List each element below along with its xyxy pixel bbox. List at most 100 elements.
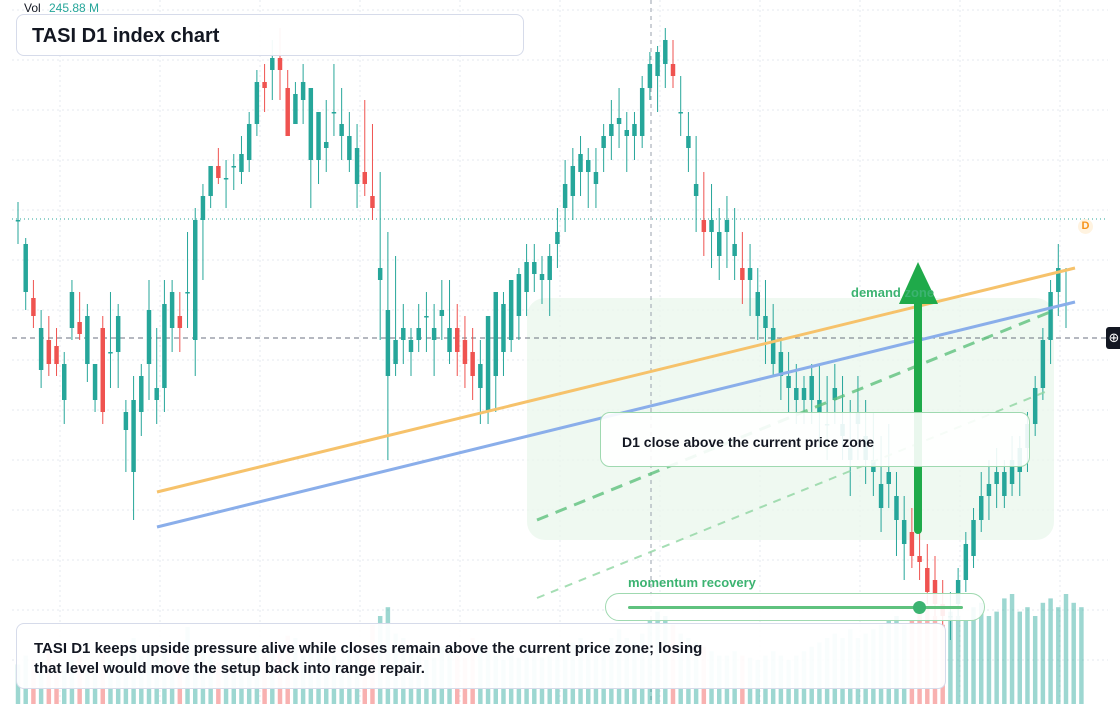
candle-body bbox=[223, 178, 229, 180]
session-marker[interactable]: D bbox=[1078, 219, 1093, 234]
price-zone-callout: D1 close above the current price zone bbox=[600, 412, 1030, 467]
candle-body bbox=[115, 316, 121, 352]
volume-bar bbox=[1009, 594, 1015, 704]
candle-body bbox=[1056, 268, 1061, 292]
candle-body bbox=[740, 268, 745, 280]
candle-body bbox=[285, 88, 290, 136]
candle-body bbox=[239, 154, 244, 172]
candle-body bbox=[316, 112, 321, 160]
candle-body bbox=[416, 328, 421, 340]
candle-body bbox=[501, 304, 506, 352]
candle-body bbox=[809, 376, 814, 400]
title-panel: TASI D1 index chart bbox=[16, 14, 524, 56]
volume-value: 245.88 M bbox=[49, 1, 100, 15]
candle-body bbox=[539, 274, 545, 280]
candlesticks bbox=[15, 28, 1069, 640]
candle-body bbox=[886, 472, 891, 484]
candle-body bbox=[277, 58, 283, 70]
candle-body bbox=[208, 166, 213, 196]
volume-bar bbox=[1002, 598, 1007, 704]
candle-body bbox=[23, 244, 28, 292]
candle-body bbox=[270, 58, 275, 70]
volume-bar bbox=[948, 611, 953, 704]
candle-body bbox=[686, 136, 691, 148]
upside-arrow-head bbox=[899, 262, 938, 304]
candle-body bbox=[747, 268, 753, 280]
volume-bar bbox=[1040, 602, 1046, 704]
candle-body bbox=[293, 94, 298, 124]
candle-body bbox=[31, 298, 36, 316]
momentum-gauge bbox=[605, 593, 985, 621]
volume-bar bbox=[1048, 598, 1053, 704]
candle-body bbox=[663, 40, 668, 64]
candle-body bbox=[532, 262, 537, 274]
candle-body bbox=[786, 376, 791, 388]
candle-body bbox=[424, 316, 429, 318]
volume-bar bbox=[955, 616, 961, 704]
momentum-knob[interactable] bbox=[913, 601, 927, 614]
candle-body bbox=[678, 112, 683, 114]
callout-text: D1 close above the current price zone bbox=[622, 434, 875, 450]
volume-label: Vol bbox=[24, 1, 41, 15]
candle-body bbox=[362, 172, 367, 184]
candle-body bbox=[655, 52, 660, 76]
volume-bar bbox=[963, 620, 969, 704]
candle-body bbox=[609, 124, 614, 136]
candle-body bbox=[62, 364, 67, 400]
candle-body bbox=[755, 292, 760, 316]
candle-body bbox=[547, 256, 552, 280]
candle-body bbox=[894, 496, 899, 520]
candle-body bbox=[254, 82, 260, 124]
candle-body bbox=[393, 340, 398, 364]
candle-body bbox=[38, 328, 44, 370]
candle-body bbox=[647, 64, 653, 88]
volume-bar bbox=[1071, 602, 1076, 704]
candle-body bbox=[1032, 388, 1038, 424]
volume-bar bbox=[994, 611, 999, 704]
volume-bar bbox=[986, 616, 992, 704]
candle-body bbox=[231, 166, 236, 168]
candle-body bbox=[462, 340, 468, 364]
candle-body bbox=[69, 292, 75, 328]
candle-body bbox=[732, 244, 737, 256]
candle-body bbox=[878, 484, 884, 508]
volume-bar bbox=[1063, 594, 1069, 704]
candle-body bbox=[92, 364, 98, 400]
candle-body bbox=[401, 328, 406, 340]
candle-body bbox=[339, 124, 344, 136]
candle-body bbox=[778, 352, 784, 376]
chart-title: TASI D1 index chart bbox=[32, 25, 220, 47]
candle-body bbox=[200, 196, 206, 220]
candle-body bbox=[46, 340, 52, 364]
candle-body bbox=[123, 412, 129, 430]
candle-body bbox=[354, 148, 360, 184]
candle-body bbox=[455, 328, 460, 352]
candle-body bbox=[570, 166, 576, 196]
candle-body bbox=[508, 280, 514, 340]
volume-bar bbox=[1017, 611, 1022, 704]
candle-body bbox=[555, 232, 560, 244]
candle-body bbox=[562, 184, 568, 208]
summary-panel: TASI D1 keeps upside pressure alive whil… bbox=[16, 623, 946, 689]
candle-body bbox=[516, 274, 522, 316]
candle-body bbox=[624, 130, 629, 136]
summary-text: TASI D1 keeps upside pressure alive whil… bbox=[34, 640, 703, 677]
candle-body bbox=[1048, 292, 1053, 340]
candle-body bbox=[447, 328, 452, 352]
candle-body bbox=[485, 316, 491, 412]
candle-body bbox=[431, 328, 437, 340]
candle-body bbox=[185, 292, 190, 294]
candle-body bbox=[139, 376, 144, 412]
candle-body bbox=[246, 124, 252, 160]
candle-body bbox=[1040, 340, 1046, 388]
candle-body bbox=[979, 496, 984, 520]
candle-body bbox=[493, 292, 498, 376]
crosshair-icon[interactable]: ⊕ bbox=[1106, 327, 1120, 349]
candle-body bbox=[300, 82, 306, 100]
momentum-label: momentum recovery bbox=[628, 575, 756, 590]
candle-body bbox=[408, 340, 414, 352]
candle-body bbox=[262, 82, 267, 88]
candle-body bbox=[100, 328, 105, 412]
candle-body bbox=[177, 316, 183, 328]
candle-body bbox=[925, 568, 930, 592]
